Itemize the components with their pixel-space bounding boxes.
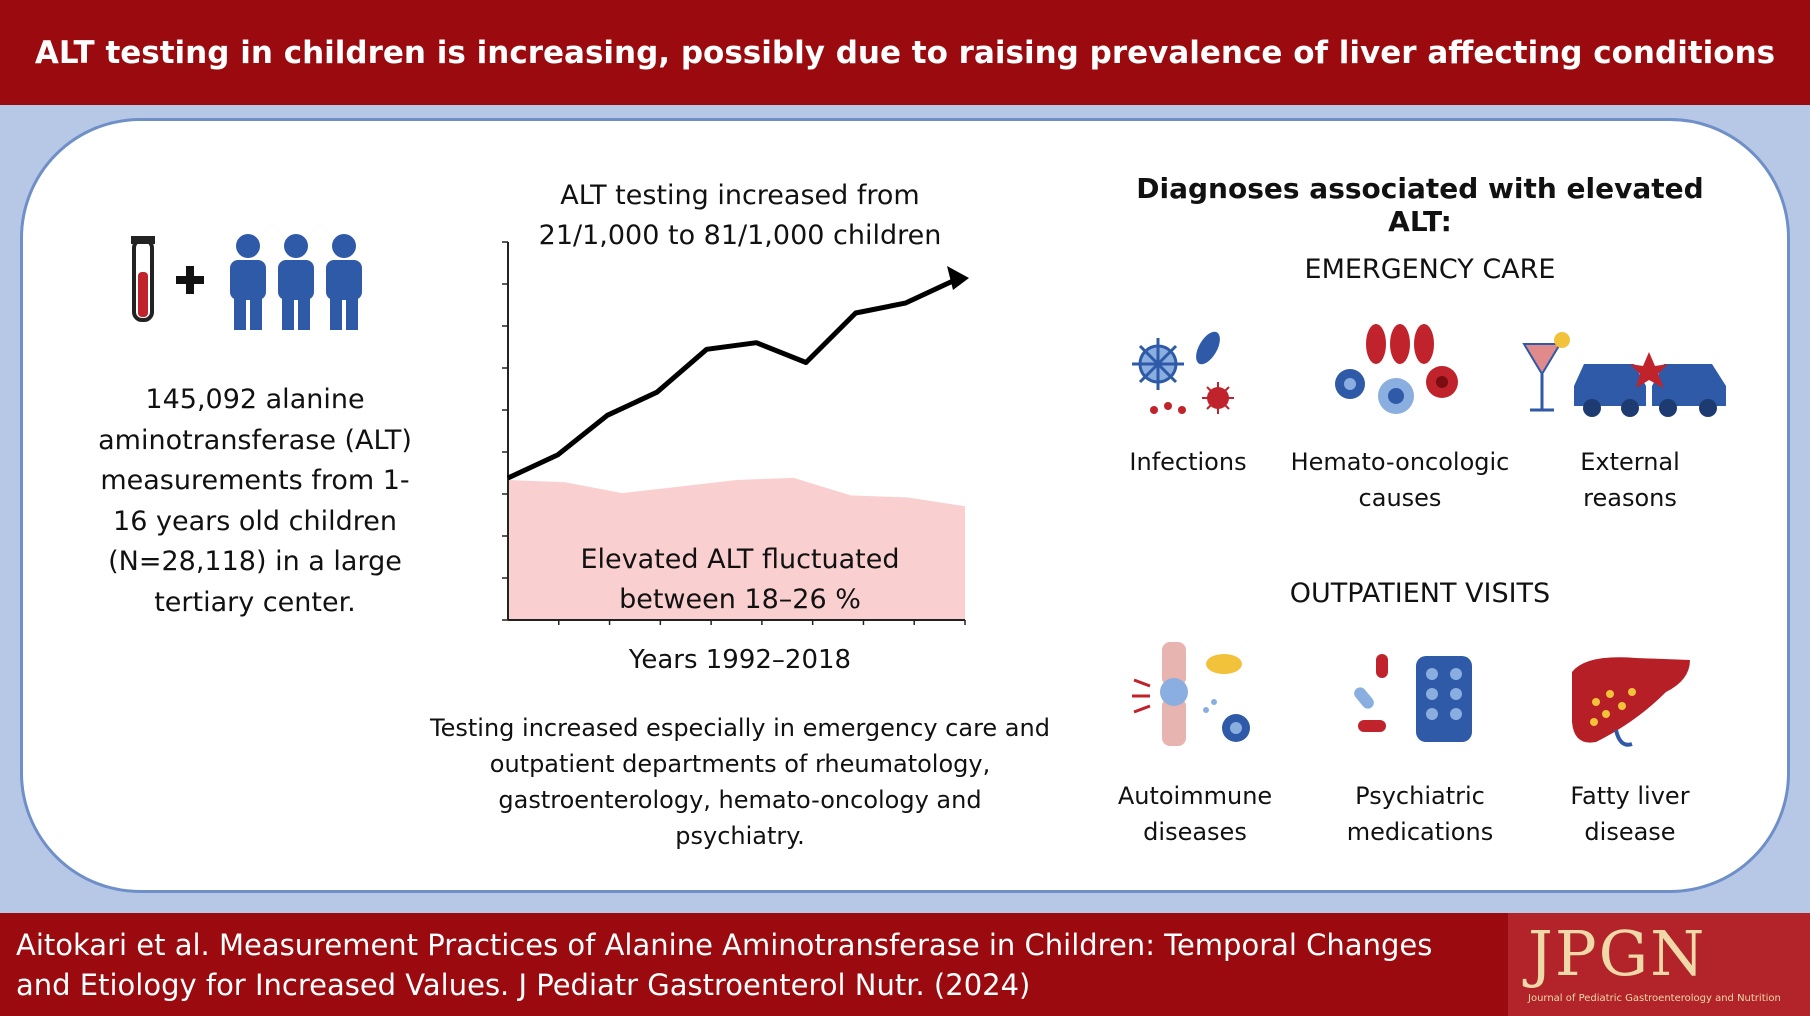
alt-testing-line — [506, 277, 957, 481]
citation: Aitokari et al. Measurement Practices of… — [16, 928, 1433, 1002]
trend-arrowhead — [947, 266, 969, 290]
header-banner: ALT testing in children is increasing, p… — [0, 0, 1810, 105]
infection-microbes-icon — [1132, 331, 1234, 414]
emergency-care-heading: EMERGENCY CARE — [1304, 254, 1556, 285]
diagnoses-title: Diagnoses associated with elevated ALT: — [1136, 172, 1704, 238]
elevated-alt-label: Elevated ALT fluctuated between 18–26 % — [580, 544, 900, 615]
testing-description: Testing increased especially in emergenc… — [430, 714, 1050, 850]
footer-banner: Aitokari et al. Measurement Practices of… — [0, 913, 1810, 1016]
autoimmune-label: Autoimmune diseases — [1117, 782, 1273, 846]
infections-label: Infections — [1129, 448, 1247, 476]
outpatient-visits-heading: OUTPATIENT VISITS — [1289, 578, 1551, 609]
alt-trend-chart — [502, 241, 969, 625]
journal-logo: JPGN Journal of Pediatric Gastroenterolo… — [1508, 913, 1810, 1016]
measurement-summary: 145,092 alanine aminotransferase (ALT) m… — [98, 384, 412, 618]
x-axis-label: Years 1992–2018 — [628, 645, 852, 675]
fatty-liver-label: Fatty liver disease — [1570, 782, 1690, 846]
chart-title: ALT testing increased from 21/1,000 to 8… — [538, 180, 942, 251]
psychiatric-label: Psychiatric medications — [1346, 782, 1494, 846]
fatty-liver-icon — [1572, 657, 1690, 747]
header-title: ALT testing in children is increasing, p… — [34, 34, 1776, 71]
autoimmune-joint-icon — [1132, 642, 1250, 746]
hemato-oncologic-label: Hemato-oncologic causes — [1290, 448, 1510, 512]
external-reasons-label: External reasons — [1580, 448, 1680, 512]
pills-blister-icon — [1354, 654, 1472, 742]
blood-cells-icon — [1335, 324, 1458, 414]
cocktail-car-crash-icon — [1522, 332, 1726, 417]
journal-logo-subtitle: Journal of Pediatric Gastroenterology an… — [1528, 993, 1781, 1004]
elevated-alt-area — [508, 477, 965, 620]
journal-logo-text: JPGN — [1528, 917, 1707, 990]
test-tube-plus-people-icon — [131, 234, 362, 330]
